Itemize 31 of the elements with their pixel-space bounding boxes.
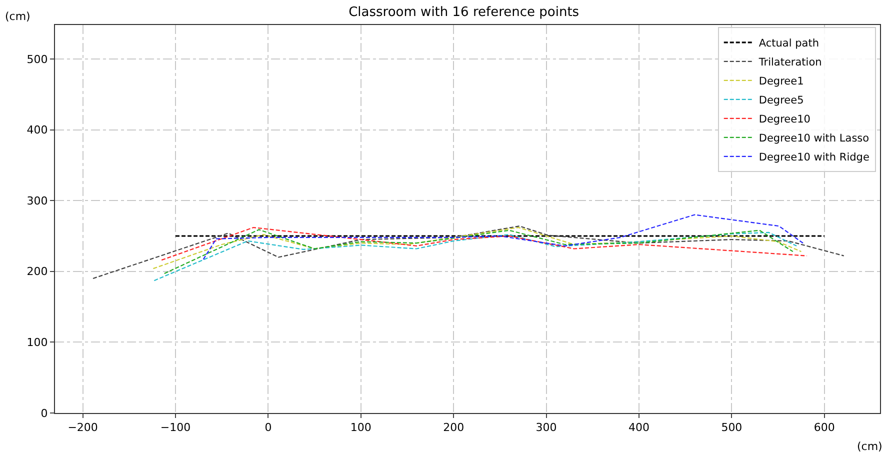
legend-label: Actual path <box>758 38 819 50</box>
legend-label: Degree10 with Ridge <box>758 152 870 164</box>
x-tick-label: 400 <box>628 421 650 434</box>
line-series <box>154 232 798 282</box>
x-tick-label: 0 <box>264 421 272 434</box>
y-tick-label: 300 <box>26 194 48 208</box>
y-tick-label: 200 <box>26 265 48 278</box>
line-series <box>161 226 808 261</box>
legend-label: Trilateration <box>758 56 822 69</box>
x-axis-title: (cm) <box>857 440 882 453</box>
y-tick-label: 0 <box>40 406 48 420</box>
x-tick-label: 500 <box>721 421 742 434</box>
legend-label: Degree1 <box>758 76 804 88</box>
line-series <box>152 226 802 270</box>
line-series <box>164 229 794 274</box>
y-tick-label: 400 <box>26 124 48 137</box>
x-tick-label: 200 <box>443 421 464 434</box>
x-tick-label: 600 <box>814 421 835 434</box>
y-axis-title: (cm) <box>5 10 30 23</box>
y-tick-label: 500 <box>26 52 48 66</box>
x-tick-label: −200 <box>68 421 98 434</box>
legend-label: Degree10 <box>758 114 810 126</box>
x-tick-label: 100 <box>350 421 372 434</box>
legend-label: Degree10 with Lasso <box>758 132 870 145</box>
chart-title: Classroom with 16 reference points <box>348 5 580 20</box>
line-series <box>92 226 844 280</box>
y-tick-label: 100 <box>26 336 48 350</box>
line-series <box>202 214 805 260</box>
x-tick-label: 300 <box>536 421 557 434</box>
x-tick-label: −100 <box>160 421 191 434</box>
legend-label: Degree5 <box>758 94 804 107</box>
